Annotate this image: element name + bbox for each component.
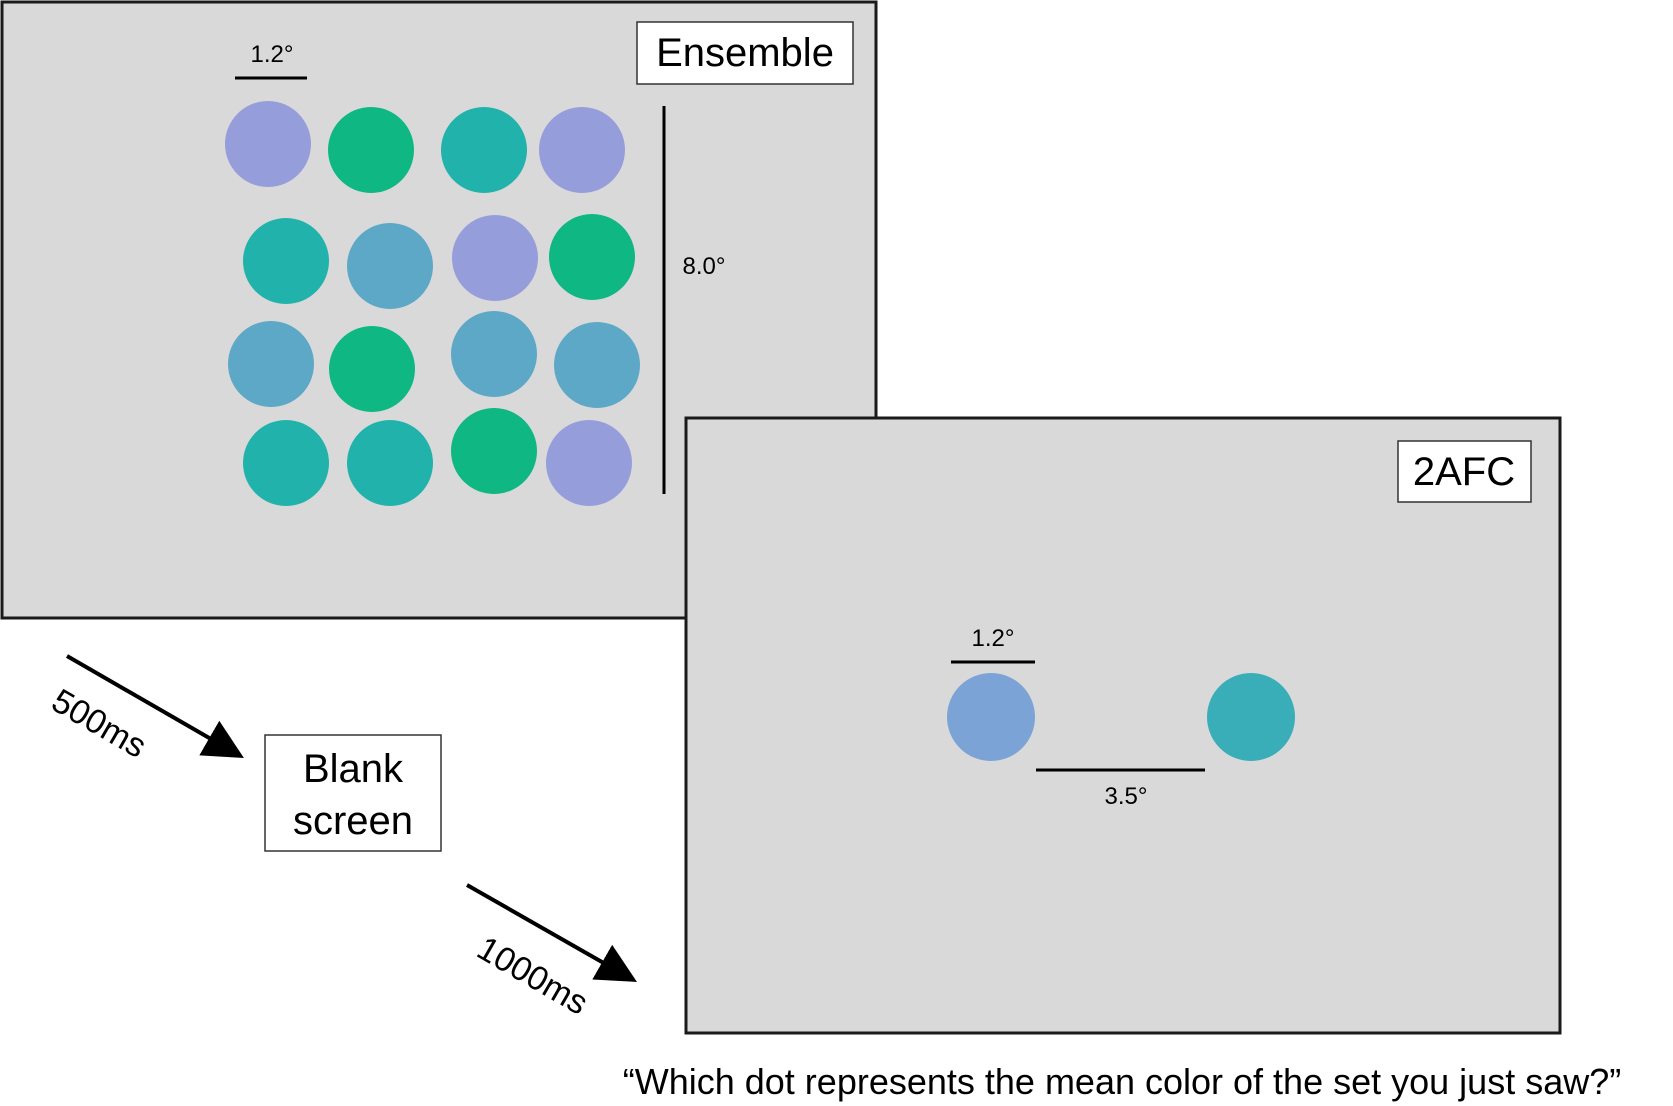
ensemble-dot-steel-blue	[347, 223, 433, 309]
ensemble-dot-steel-blue	[554, 322, 640, 408]
ensemble-dot-steel-blue	[228, 321, 314, 407]
ensemble-label-box	[636, 21, 854, 85]
ensemble-dot-green	[549, 214, 635, 300]
twoafc-label-box	[1397, 440, 1532, 503]
ensemble-dot-green	[451, 408, 537, 494]
probe-dot-left	[947, 673, 1035, 761]
twoafc-separation-label: 3.5°	[1105, 783, 1148, 810]
arrow-to-blank	[66, 654, 244, 758]
blank-screen-box	[264, 734, 442, 852]
ensemble-panel: Ensemble 1.2° 8.0°	[0, 0, 878, 620]
ensemble-height-label: 8.0°	[683, 253, 726, 280]
ensemble-dot-lavender	[546, 420, 632, 506]
twoafc-dot-size-label: 1.2°	[972, 625, 1015, 652]
ensemble-dot-lavender	[539, 107, 625, 193]
ensemble-dot-green	[328, 107, 414, 193]
ensemble-dot-teal	[441, 107, 527, 193]
ensemble-dot-teal	[243, 218, 329, 304]
ensemble-label: Ensemble	[656, 31, 834, 75]
twoafc-panel-background	[684, 416, 1562, 1035]
ensemble-dot-size-label: 1.2°	[251, 41, 294, 68]
probe-dot-right	[1207, 673, 1295, 761]
ensemble-dot-lavender	[225, 101, 311, 187]
blank-label-line1: Blank	[303, 747, 404, 791]
twoafc-duration-label: 1000ms	[471, 929, 595, 1022]
ensemble-dot-teal	[347, 420, 433, 506]
blank-screen-step: 500ms Blank screen	[45, 654, 442, 852]
ensemble-dot-green	[329, 326, 415, 412]
ensemble-dot-teal	[243, 420, 329, 506]
ensemble-dot-lavender	[452, 215, 538, 301]
twoafc-step: 1000ms 2AFC 1.2° 3.5° “Which dot represe…	[466, 416, 1621, 1102]
ensemble-dot-grid	[225, 101, 640, 506]
ensemble-dot-steel-blue	[451, 311, 537, 397]
arrow-to-2afc	[466, 883, 637, 982]
blank-label-line2: screen	[293, 799, 413, 843]
twoafc-question: “Which dot represents the mean color of …	[623, 1061, 1621, 1102]
twoafc-label: 2AFC	[1413, 450, 1515, 494]
